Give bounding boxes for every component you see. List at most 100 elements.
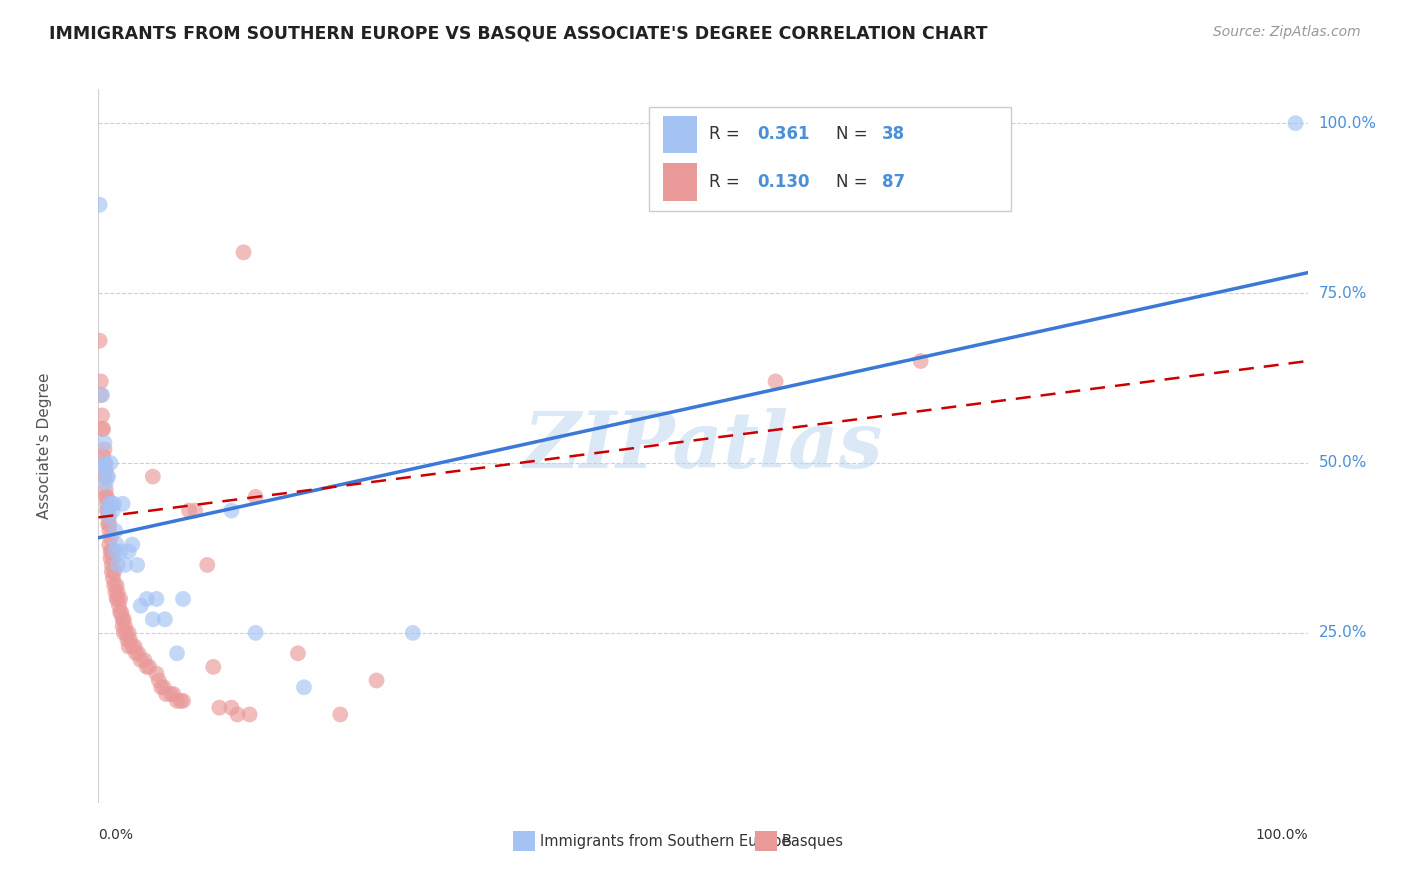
Point (111, 612, 134, 626)
Point (124, 640, 146, 654)
Point (765, 375, 787, 389)
Text: 38: 38 (882, 125, 905, 143)
Point (91, 409, 114, 423)
Text: 0.130: 0.130 (758, 173, 810, 191)
Point (208, 700, 231, 714)
Point (93, 469, 115, 483)
Point (202, 660, 225, 674)
Point (100, 544, 122, 558)
Point (98, 497, 121, 511)
Point (101, 551, 124, 566)
Point (221, 503, 243, 517)
Point (89, 334, 111, 348)
Point (121, 640, 143, 654)
Point (105, 591, 128, 606)
Point (221, 700, 243, 714)
Text: 87: 87 (882, 173, 905, 191)
Point (93, 442, 115, 457)
Point (148, 673, 170, 688)
Point (910, 354, 932, 368)
Text: R =: R = (709, 173, 745, 191)
Point (104, 544, 127, 558)
Point (402, 626, 425, 640)
Point (89, 198, 111, 212)
Point (91, 422, 114, 436)
Point (100, 497, 122, 511)
Text: 75.0%: 75.0% (1319, 285, 1367, 301)
Point (94, 463, 117, 477)
Point (115, 626, 138, 640)
Point (172, 591, 194, 606)
Point (100, 551, 122, 566)
Point (127, 558, 149, 572)
Text: 100.0%: 100.0% (1256, 828, 1308, 842)
Point (104, 524, 127, 538)
Point (134, 653, 156, 667)
Point (142, 469, 165, 483)
Point (169, 694, 191, 708)
Point (96, 503, 118, 517)
Point (329, 707, 352, 722)
Point (97, 469, 120, 483)
Point (94, 490, 117, 504)
FancyBboxPatch shape (513, 831, 534, 851)
Point (94, 476, 117, 491)
Point (108, 544, 131, 558)
Point (103, 565, 125, 579)
Point (366, 673, 388, 688)
Point (97, 503, 120, 517)
Point (103, 578, 125, 592)
Point (111, 619, 134, 633)
Point (145, 666, 167, 681)
Point (104, 585, 127, 599)
Point (91, 449, 114, 463)
Point (93, 456, 115, 470)
Point (90, 388, 112, 402)
Point (129, 599, 152, 613)
Text: N =: N = (837, 173, 873, 191)
Text: ZIPatlas: ZIPatlas (523, 408, 883, 484)
Point (108, 599, 131, 613)
Point (245, 626, 267, 640)
Point (112, 626, 135, 640)
Point (292, 680, 315, 694)
Point (96, 497, 118, 511)
Point (100, 456, 122, 470)
Text: N =: N = (837, 125, 873, 143)
Point (94, 483, 117, 498)
Point (239, 707, 262, 722)
Point (91, 459, 114, 474)
Point (153, 612, 176, 626)
Point (166, 694, 188, 708)
Point (98, 510, 121, 524)
Text: Immigrants from Southern Europe: Immigrants from Southern Europe (540, 834, 790, 849)
Point (245, 490, 267, 504)
Point (97, 510, 120, 524)
Point (108, 591, 131, 606)
Point (96, 469, 118, 483)
Point (160, 687, 183, 701)
Point (100, 565, 122, 579)
Point (111, 497, 134, 511)
Point (179, 503, 201, 517)
Text: Associate's Degree: Associate's Degree (37, 373, 52, 519)
Point (118, 632, 141, 647)
Point (103, 497, 125, 511)
Point (162, 687, 184, 701)
Point (96, 490, 118, 504)
Point (100, 531, 122, 545)
Point (142, 612, 165, 626)
Point (100, 558, 122, 572)
Point (1284, 116, 1306, 130)
Point (93, 435, 115, 450)
Point (226, 707, 249, 722)
Point (287, 646, 309, 660)
FancyBboxPatch shape (664, 163, 697, 201)
Point (232, 245, 254, 260)
Point (101, 503, 124, 517)
Point (118, 544, 141, 558)
Point (105, 578, 128, 592)
Point (135, 660, 157, 674)
Point (195, 558, 218, 572)
Point (107, 591, 129, 606)
